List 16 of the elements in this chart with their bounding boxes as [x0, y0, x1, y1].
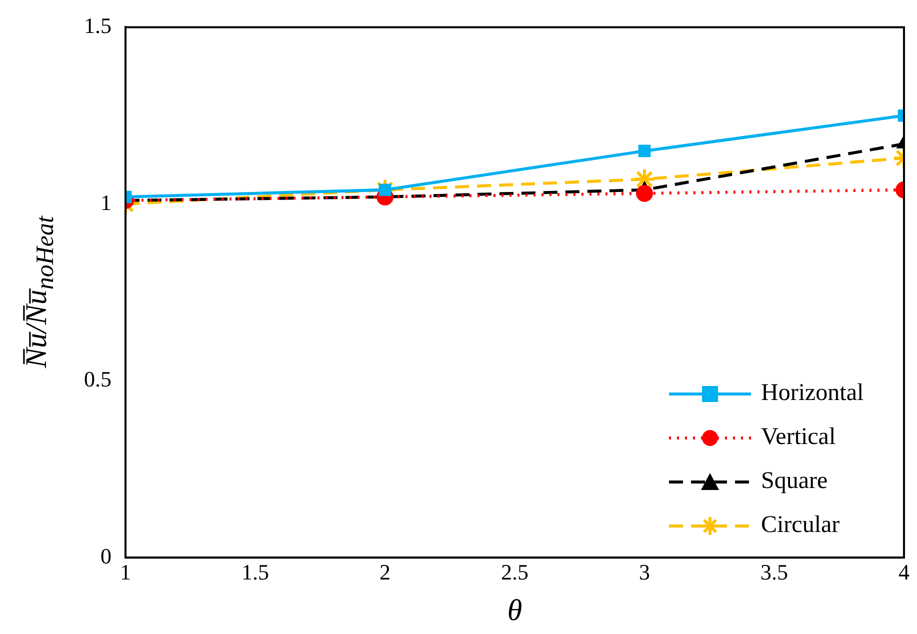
x-tick-label: 1: [120, 560, 131, 585]
y-tick-label: 1.5: [84, 12, 112, 38]
x-tick-label: 2.5: [501, 560, 528, 585]
x-tick-label: 4: [898, 560, 910, 585]
legend-label: Square: [761, 468, 828, 496]
x-tick-label: 3.5: [760, 560, 788, 585]
legend-label: Horizontal: [761, 380, 864, 408]
legend-label: Vertical: [761, 424, 836, 452]
y-tick-label: 1: [100, 190, 112, 215]
legend-label: Circular: [761, 512, 840, 540]
y-tick-label: 0.5: [84, 366, 112, 392]
y-tick-label: 0: [100, 543, 112, 568]
x-tick-label: 2: [380, 560, 390, 585]
x-tick-label: 1.5: [242, 560, 269, 585]
x-tick-label: 3: [639, 560, 650, 585]
x-axis-title: θ: [507, 594, 522, 627]
